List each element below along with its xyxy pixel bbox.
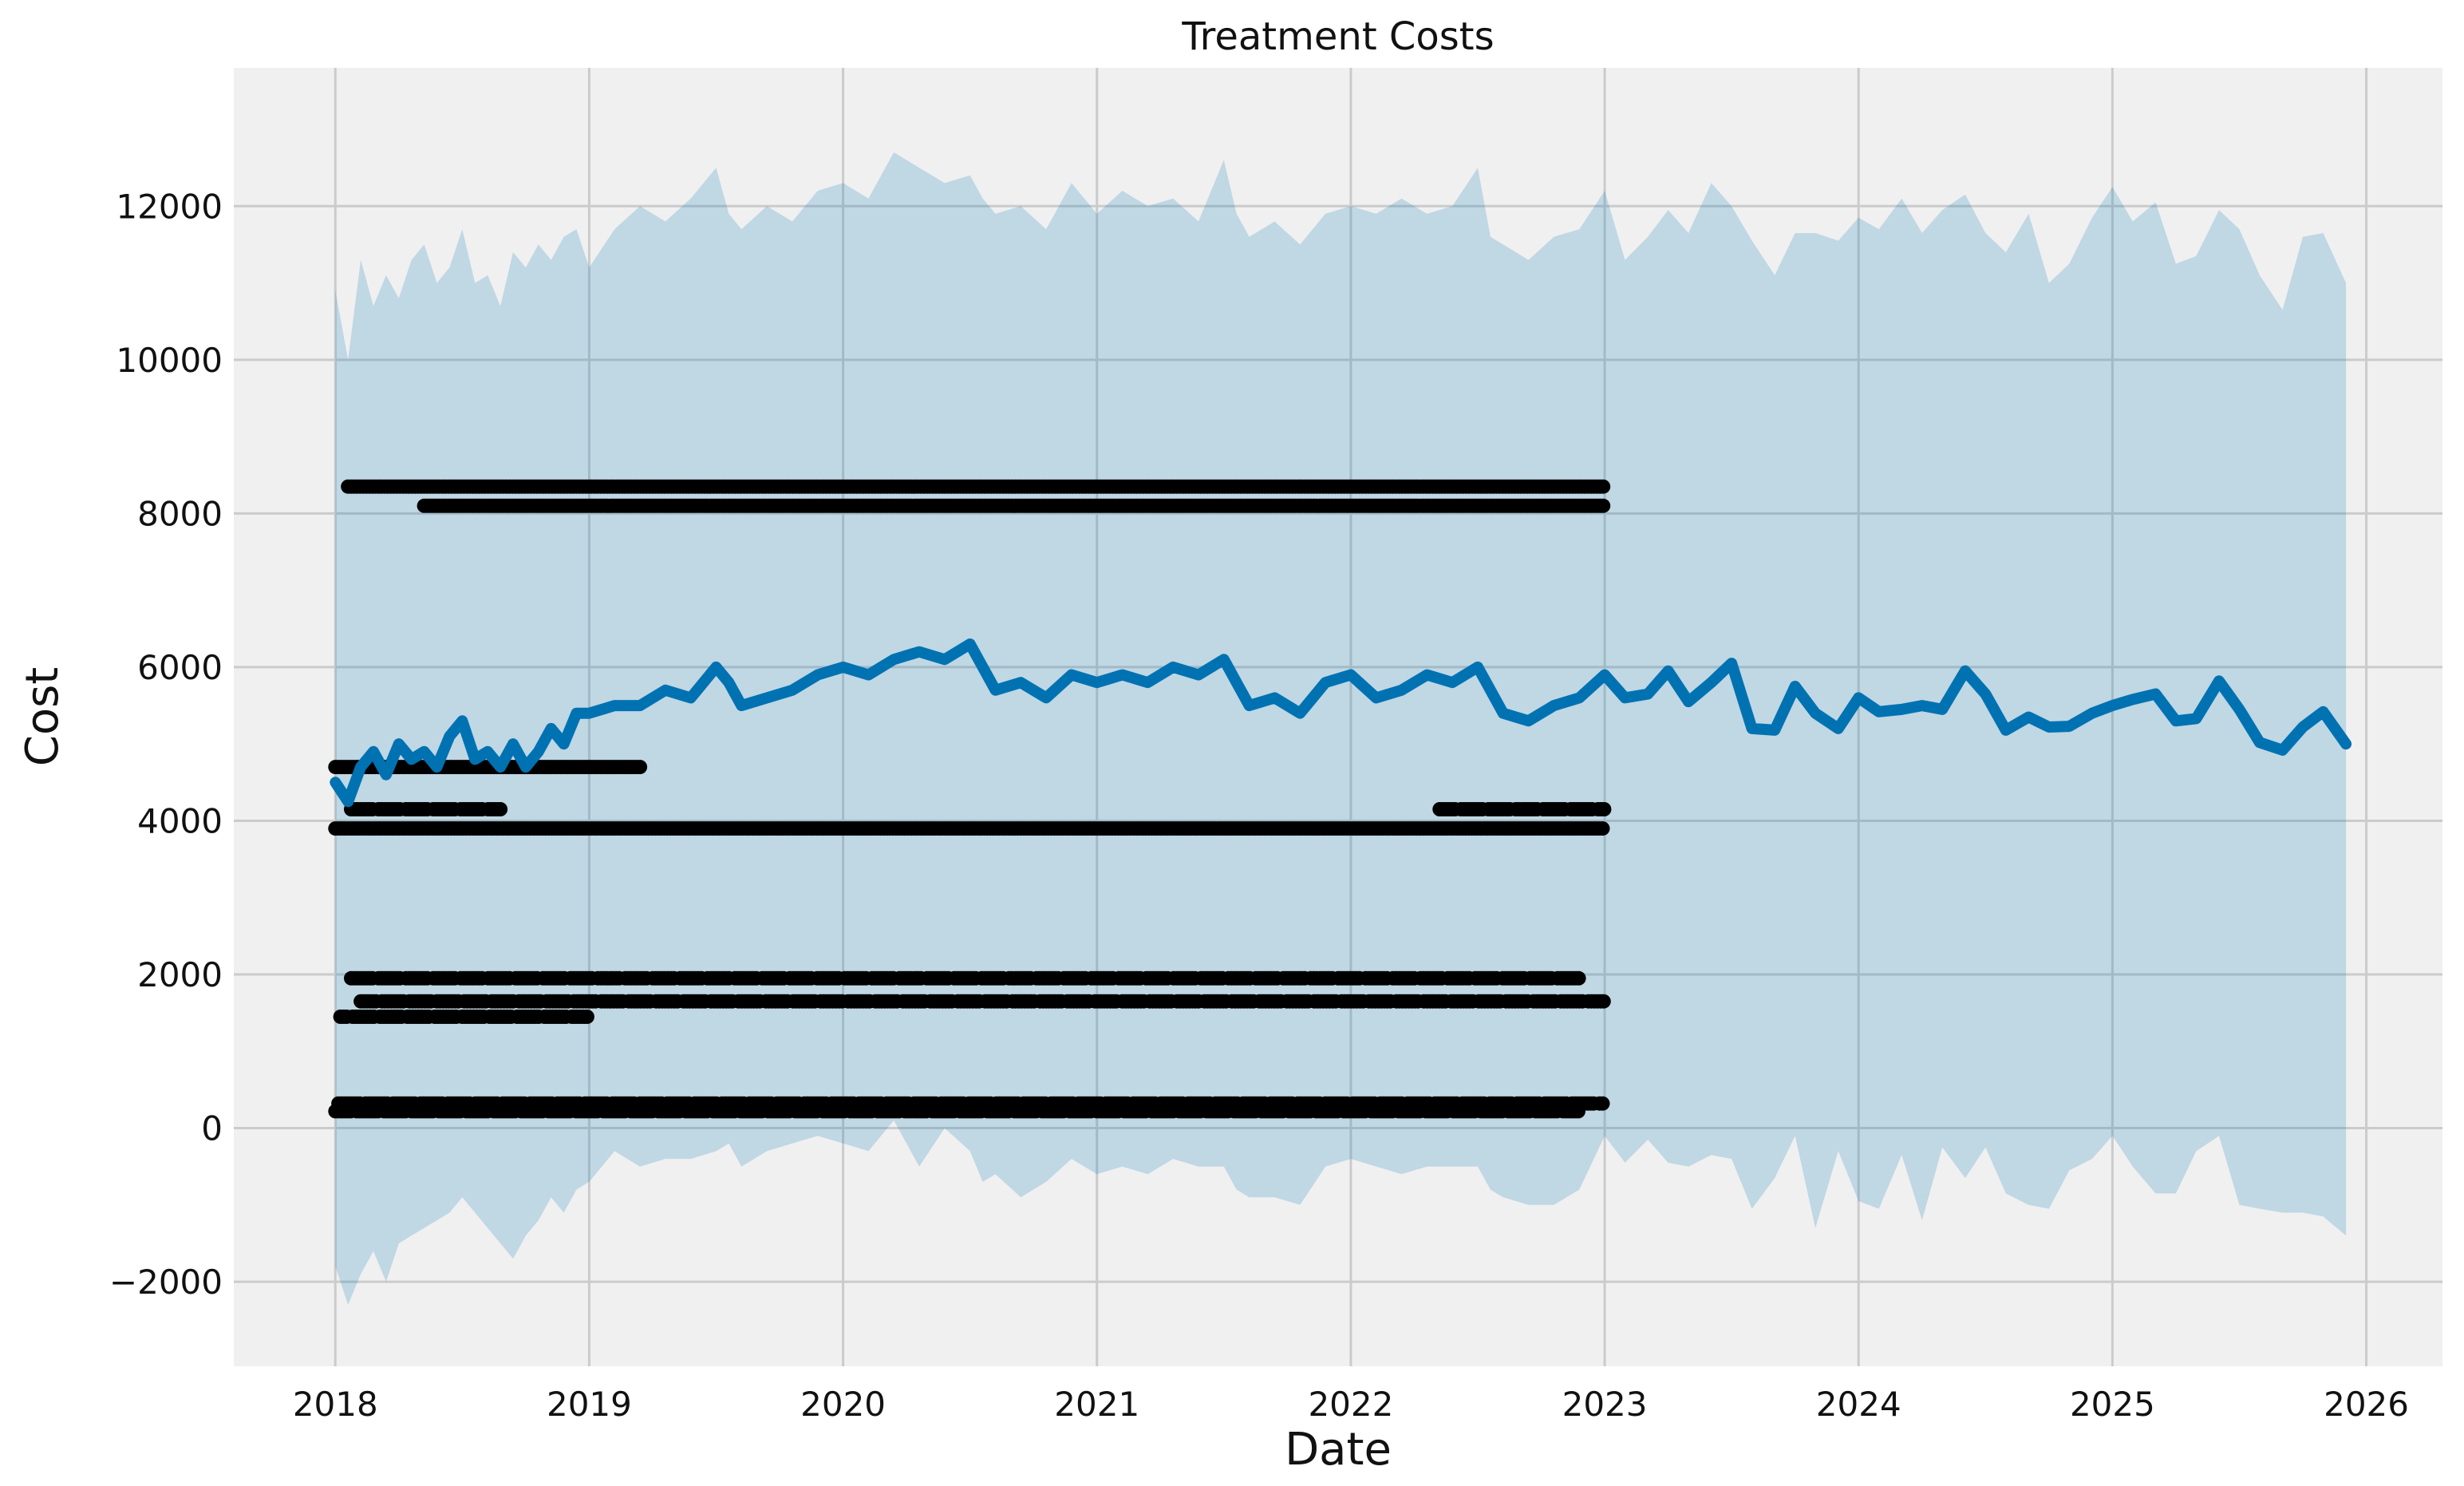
x-tick-label: 2022 bbox=[1308, 1385, 1393, 1424]
chart-title: Treatment Costs bbox=[1181, 14, 1494, 59]
y-tick-label: −2000 bbox=[109, 1263, 223, 1302]
forecast-line bbox=[330, 638, 2352, 808]
observed-point bbox=[1596, 498, 1611, 513]
x-tick-label: 2024 bbox=[1816, 1385, 1901, 1424]
forecast-line-path bbox=[330, 638, 2352, 808]
x-axis-label: Date bbox=[1285, 1424, 1392, 1476]
x-tick-label: 2023 bbox=[1562, 1385, 1648, 1424]
observed-points bbox=[328, 479, 1612, 1119]
observed-point bbox=[633, 760, 648, 775]
y-tick-label: 8000 bbox=[137, 494, 223, 533]
x-tick-label: 2021 bbox=[1054, 1385, 1139, 1424]
y-tick-label: 2000 bbox=[137, 955, 223, 994]
y-axis-label: Cost bbox=[17, 667, 69, 767]
x-tick-label: 2019 bbox=[547, 1385, 632, 1424]
x-tick-label: 2020 bbox=[800, 1385, 886, 1424]
observed-point bbox=[1595, 821, 1610, 836]
observed-point bbox=[1596, 479, 1611, 494]
uncertainty-band bbox=[335, 152, 2347, 1305]
uncertainty-band-area bbox=[335, 152, 2347, 1305]
y-ticks: −2000 0 2000 4000 6000 8000 10000 12000 bbox=[109, 187, 223, 1302]
y-tick-label: 4000 bbox=[137, 801, 223, 840]
y-tick-label: 6000 bbox=[137, 648, 223, 687]
y-tick-label: 12000 bbox=[116, 187, 223, 226]
x-tick-label: 2025 bbox=[2070, 1385, 2155, 1424]
observed-point bbox=[1595, 1096, 1610, 1111]
grid bbox=[234, 68, 2442, 1366]
x-tick-label: 2018 bbox=[293, 1385, 378, 1424]
observed-point bbox=[1571, 970, 1586, 986]
observed-point bbox=[579, 1010, 594, 1024]
observed-point bbox=[1597, 802, 1612, 816]
observed-point bbox=[493, 802, 508, 816]
y-tick-label: 0 bbox=[201, 1109, 223, 1148]
x-ticks: 2018 2019 2020 2021 2022 2023 2024 2025 2026 bbox=[293, 1385, 2409, 1424]
y-tick-label: 10000 bbox=[116, 341, 223, 380]
observed-point bbox=[1571, 1104, 1585, 1119]
observed-point bbox=[1596, 994, 1611, 1009]
x-tick-label: 2026 bbox=[2324, 1385, 2409, 1424]
